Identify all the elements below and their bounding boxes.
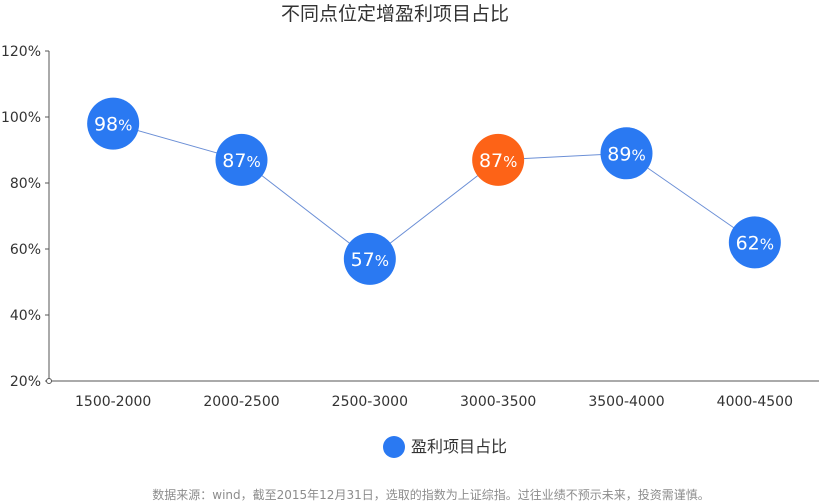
data-label: 62% [736,232,774,254]
y-tick-label: 60% [10,242,41,258]
x-tick-label: 3000-3500 [460,394,536,410]
legend-marker [383,436,405,458]
data-point [472,133,525,186]
chart-title: 不同点位定增盈利项目占比 [281,3,509,25]
x-tick-label: 3500-4000 [588,394,664,410]
x-tick-label: 2500-3000 [332,394,408,410]
y-axis-ticks: 20% 40% 60% 80% 100% 120% [1,44,49,390]
series-line [113,123,756,260]
data-point [87,97,140,150]
x-tick-label: 4000-4500 [717,394,793,410]
x-tick-label: 1500-2000 [75,394,151,410]
y-tick-label: 120% [1,44,41,60]
y-tick-label: 100% [1,110,41,126]
source-note: 数据来源：wind，截至2015年12月31日，选取的指数为上证综指。过往业绩不… [152,487,709,502]
y-tick-label: 20% [10,374,41,390]
axis-origin-marker [46,378,52,384]
data-label: 89% [607,143,645,165]
legend[interactable]: 盈利项目占比 [383,436,507,458]
data-point [343,232,396,285]
data-label: 87% [222,150,260,172]
data-label: 87% [479,150,517,172]
x-tick-label: 2000-2500 [203,394,279,410]
legend-label: 盈利项目占比 [411,437,507,456]
x-axis-ticks: 1500-2000 2000-2500 2500-3000 3000-3500 3500… [75,394,793,410]
data-point [728,216,781,269]
data-label: 98% [94,114,132,136]
data-points: 98% 87% 57% 87% 89% 62% [87,97,781,285]
y-tick-label: 40% [10,308,41,324]
data-point [600,127,653,180]
y-tick-label: 80% [10,176,41,192]
data-point [215,133,268,186]
data-label: 57% [351,249,389,271]
